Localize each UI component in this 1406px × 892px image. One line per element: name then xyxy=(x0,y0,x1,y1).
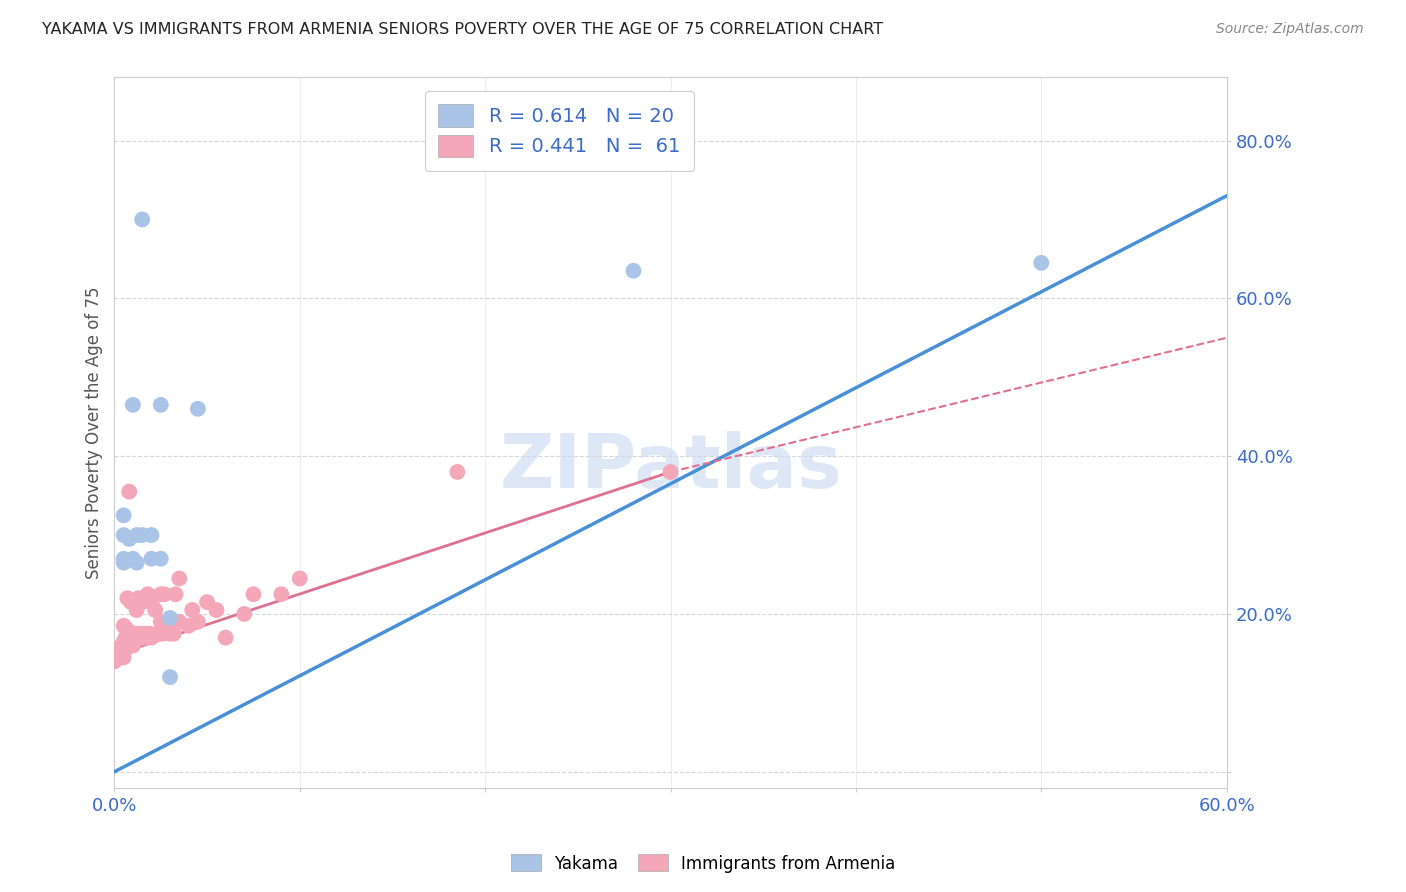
Point xyxy=(128,591,150,606)
Point xyxy=(131,631,153,645)
Point xyxy=(159,626,181,640)
Point xyxy=(117,639,139,653)
Text: YAKAMA VS IMMIGRANTS FROM ARMENIA SENIORS POVERTY OVER THE AGE OF 75 CORRELATION: YAKAMA VS IMMIGRANTS FROM ARMENIA SENIOR… xyxy=(42,22,883,37)
Point xyxy=(112,634,135,648)
Point xyxy=(131,528,153,542)
Point xyxy=(195,595,218,609)
Point xyxy=(187,615,209,629)
Point xyxy=(146,626,169,640)
Legend: R = 0.614   N = 20, R = 0.441   N =  61: R = 0.614 N = 20, R = 0.441 N = 61 xyxy=(425,91,695,170)
Point xyxy=(159,670,181,684)
Point xyxy=(125,556,148,570)
Point xyxy=(153,587,176,601)
Point xyxy=(149,551,172,566)
Point xyxy=(141,631,163,645)
Point xyxy=(120,595,142,609)
Point xyxy=(163,626,186,640)
Point xyxy=(131,595,153,609)
Point xyxy=(120,631,142,645)
Point xyxy=(288,571,311,585)
Point xyxy=(131,212,153,227)
Point xyxy=(108,642,131,657)
Point xyxy=(107,650,129,665)
Point xyxy=(122,639,145,653)
Point xyxy=(111,650,134,665)
Y-axis label: Seniors Poverty Over the Age of 75: Seniors Poverty Over the Age of 75 xyxy=(86,286,103,579)
Text: Source: ZipAtlas.com: Source: ZipAtlas.com xyxy=(1216,22,1364,37)
Point xyxy=(141,595,163,609)
Point xyxy=(112,551,135,566)
Point xyxy=(117,623,139,637)
Point xyxy=(187,401,209,416)
Point xyxy=(112,508,135,523)
Point xyxy=(169,571,191,585)
Point xyxy=(138,626,160,640)
Point xyxy=(114,642,136,657)
Point xyxy=(141,551,163,566)
Legend: Yakama, Immigrants from Armenia: Yakama, Immigrants from Armenia xyxy=(503,847,903,880)
Point xyxy=(132,631,155,645)
Point xyxy=(108,647,131,661)
Point xyxy=(122,551,145,566)
Point xyxy=(165,587,187,601)
Point xyxy=(149,398,172,412)
Point xyxy=(122,398,145,412)
Point xyxy=(118,532,141,546)
Point xyxy=(659,465,682,479)
Point xyxy=(122,595,145,609)
Point xyxy=(623,264,645,278)
Point xyxy=(118,626,141,640)
Point xyxy=(125,626,148,640)
Point xyxy=(118,484,141,499)
Point xyxy=(124,626,146,640)
Point xyxy=(205,603,228,617)
Text: ZIPatlas: ZIPatlas xyxy=(499,432,842,505)
Point xyxy=(112,619,135,633)
Point xyxy=(112,528,135,542)
Point xyxy=(118,639,141,653)
Point xyxy=(112,650,135,665)
Point xyxy=(114,631,136,645)
Point xyxy=(177,619,200,633)
Point xyxy=(181,603,204,617)
Point xyxy=(242,587,264,601)
Point xyxy=(112,642,135,657)
Point xyxy=(149,587,172,601)
Point xyxy=(152,626,174,640)
Point xyxy=(117,591,139,606)
Point xyxy=(1031,256,1053,270)
Point xyxy=(214,631,236,645)
Point xyxy=(103,654,125,668)
Point xyxy=(233,607,256,621)
Point xyxy=(112,556,135,570)
Point xyxy=(159,611,181,625)
Point xyxy=(103,642,125,657)
Point xyxy=(125,603,148,617)
Point xyxy=(446,465,468,479)
Point xyxy=(136,587,159,601)
Point xyxy=(122,626,145,640)
Point xyxy=(125,528,148,542)
Point xyxy=(143,603,166,617)
Point xyxy=(155,615,177,629)
Point xyxy=(129,626,152,640)
Point xyxy=(149,615,172,629)
Point xyxy=(169,615,191,629)
Point xyxy=(141,528,163,542)
Point xyxy=(135,626,157,640)
Point xyxy=(270,587,292,601)
Point xyxy=(111,639,134,653)
